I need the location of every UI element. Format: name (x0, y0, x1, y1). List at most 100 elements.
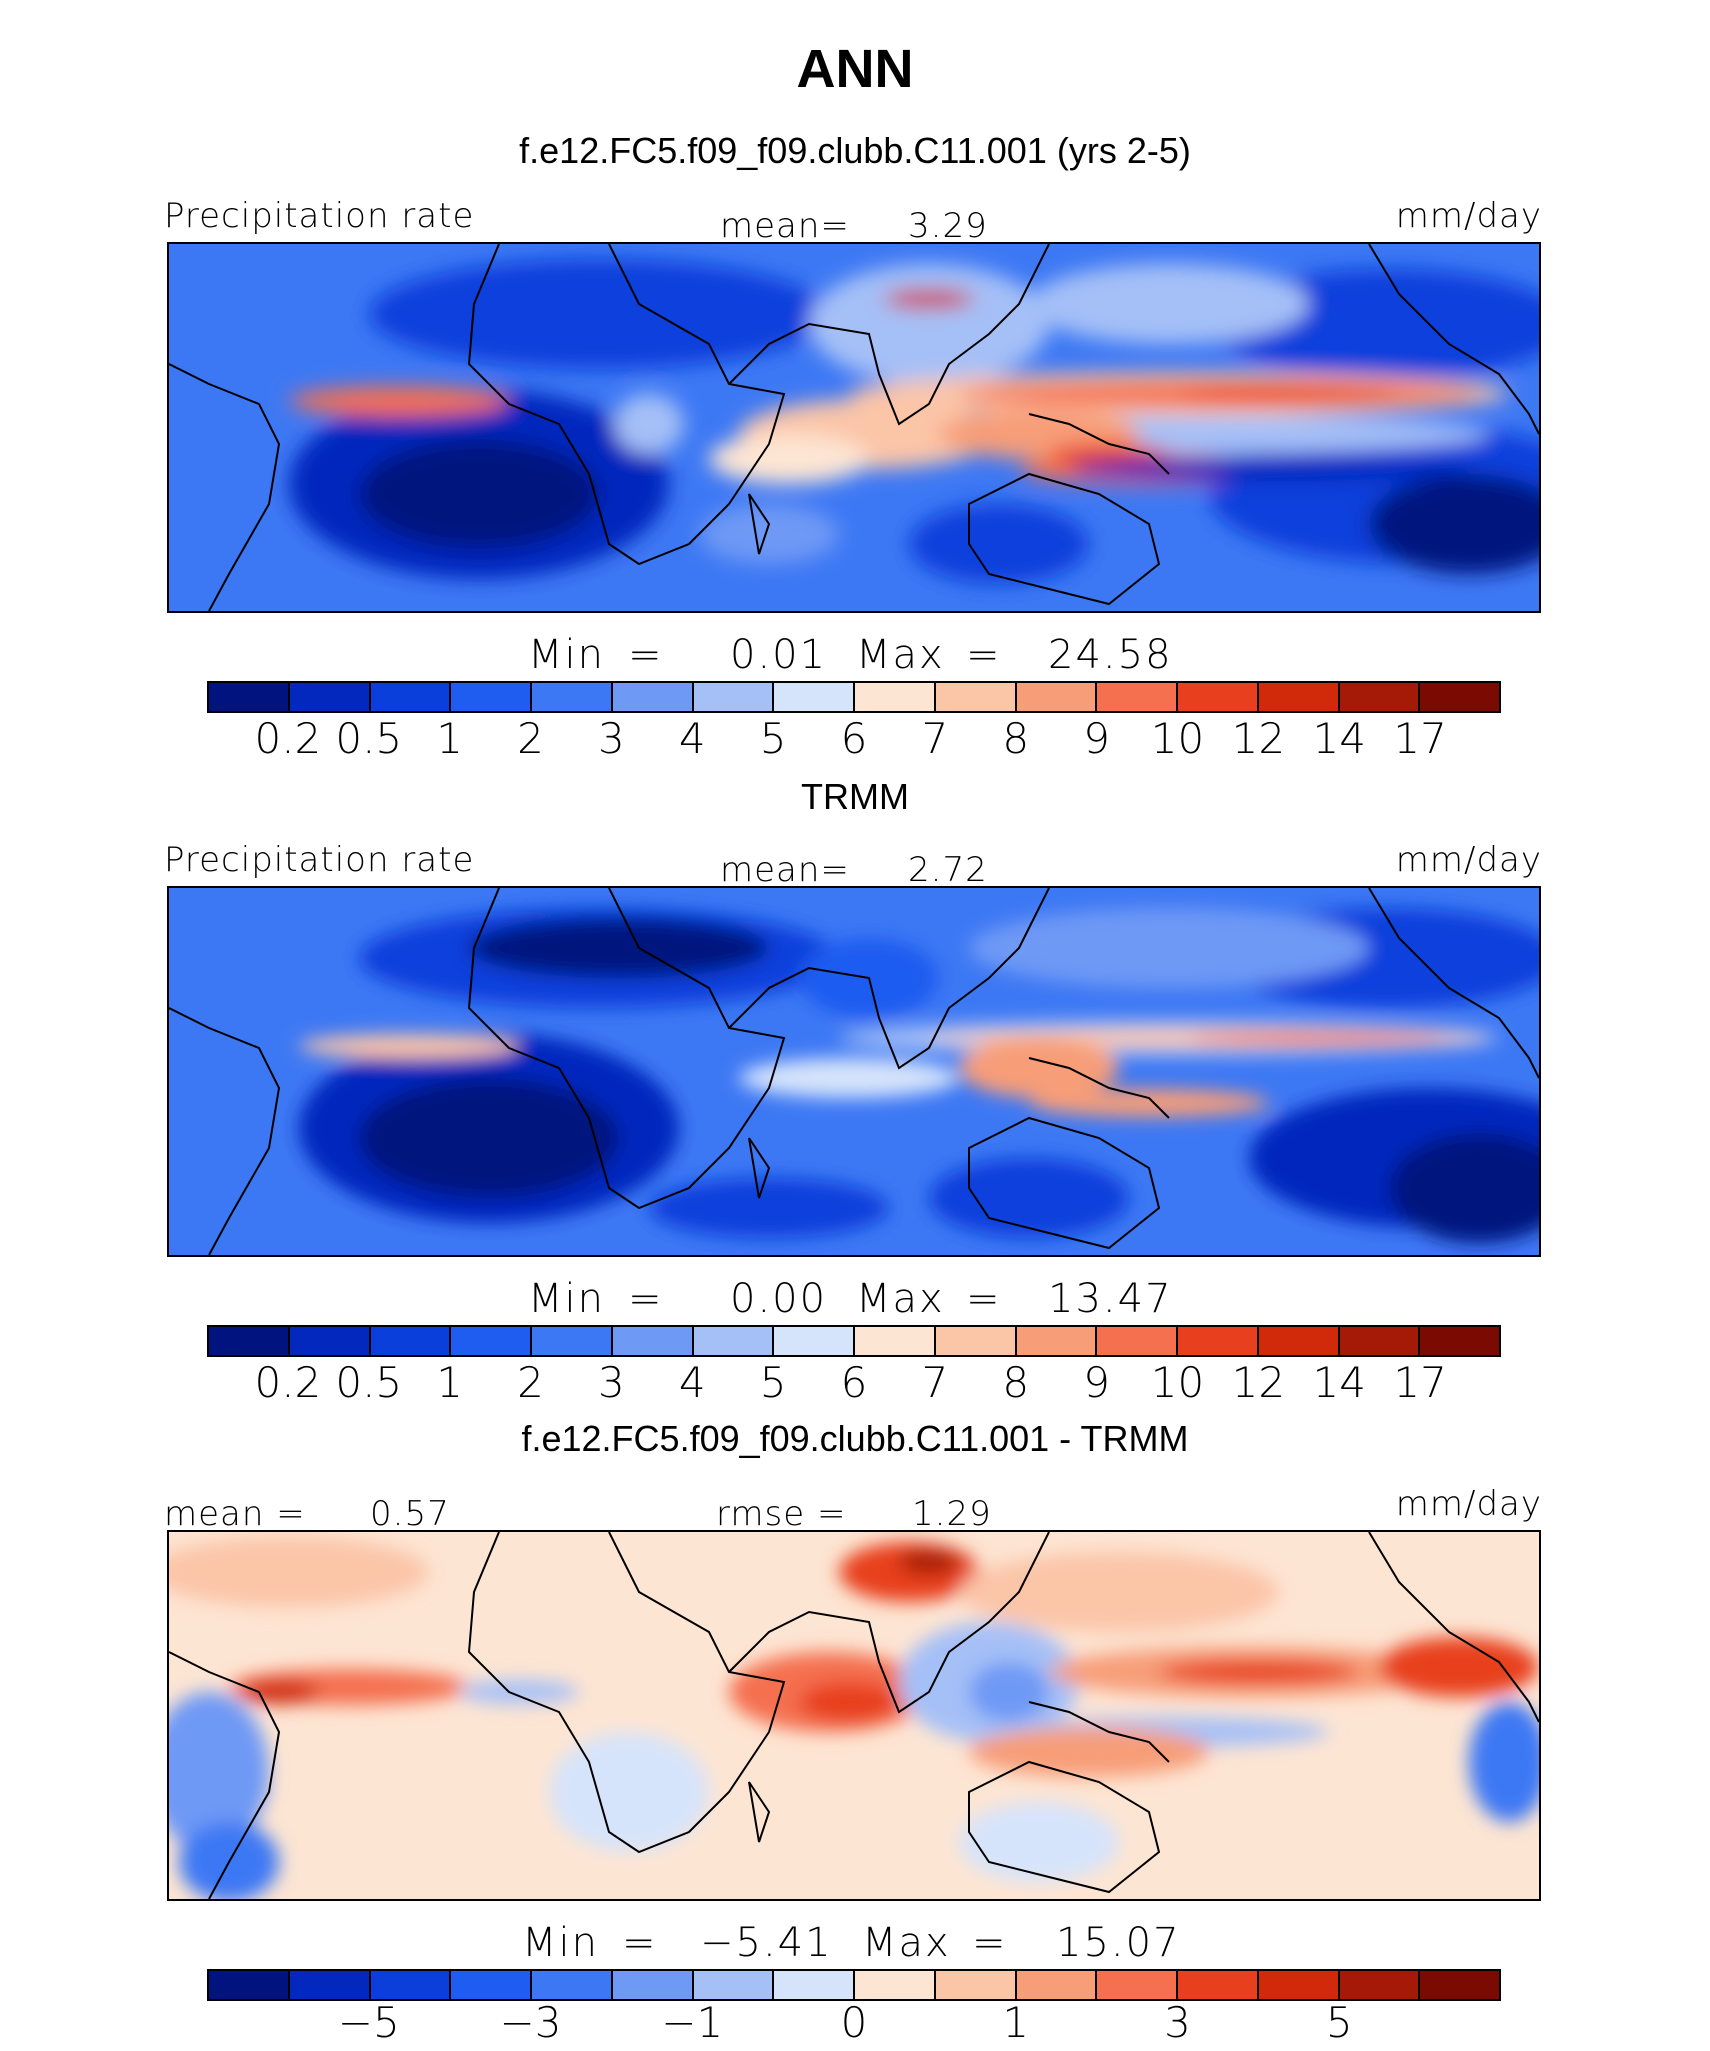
panel1-min-label: Min (528, 632, 605, 678)
panel2-colorbar-tick-label: 17 (1393, 1358, 1447, 1407)
panel2-colorbar (207, 1325, 1501, 1357)
panel2-colorbar-tick-label: 5 (759, 1358, 787, 1407)
panel2-colorbar-tick-label: 7 (921, 1358, 949, 1407)
panel1-colorbar-swatch (935, 683, 1017, 711)
panel3-colorbar-tick-label: −5 (337, 1998, 400, 2047)
panel2-colorbar-swatch (1420, 1327, 1499, 1355)
panel2-mean-label: mean= (720, 850, 850, 890)
panel1-colorbar-swatch (1016, 683, 1098, 711)
panel3-colorbar-tick-label: 5 (1325, 1998, 1353, 2047)
panel2-min-value: 0.00 (730, 1276, 828, 1322)
panel1-colorbar-swatch (451, 683, 532, 711)
panel3-colorbar-swatch (370, 1971, 452, 1999)
panel2-colorbar-tick-label: 0.5 (335, 1358, 403, 1407)
panel2-colorbar-tick-label: 12 (1231, 1358, 1286, 1407)
panel3-mean-label: mean = (164, 1494, 306, 1534)
panel2-colorbar-tick-label: 3 (598, 1358, 625, 1407)
panel3-max-eq: = (972, 1920, 1008, 1966)
panel2-max-label: Max (856, 1276, 945, 1322)
panel3-rmse-label: rmse = (716, 1494, 847, 1534)
panel3-colorbar (207, 1969, 1501, 2001)
panel2-colorbar-swatch (935, 1327, 1017, 1355)
panel3-colorbar-tick-label: 3 (1164, 1998, 1191, 2047)
panel2-colorbar-swatch (1097, 1327, 1178, 1355)
panel2-colorbar-tick-label: 2 (517, 1358, 544, 1407)
panel3-colorbar-swatch (289, 1971, 371, 1999)
panel1-max-value: 24.58 (1048, 632, 1173, 678)
panel2-mean-value: 2.72 (908, 850, 988, 890)
panel1-colorbar-tick-label: 4 (678, 714, 706, 763)
panel3-colorbar-tick-label: 0 (840, 1998, 868, 2047)
panel1-colorbar-swatch (774, 683, 855, 711)
panel1-subtitle: f.e12.FC5.f09_f09.clubb.C11.001 (yrs 2-5… (519, 130, 1191, 171)
panel2-colorbar-tick-label: 14 (1312, 1358, 1366, 1407)
panel1-colorbar-tick-label: 14 (1312, 714, 1366, 763)
panel1-colorbar-swatch (289, 683, 371, 711)
panel2-units: mm/day (1395, 840, 1542, 880)
panel2-colorbar-swatch (774, 1327, 855, 1355)
panel3-min-eq: = (622, 1920, 658, 1966)
panel3-units: mm/day (1395, 1484, 1542, 1524)
panel1-colorbar-tick-label: 9 (1083, 714, 1110, 763)
panel3-min-label: Min (522, 1920, 599, 1966)
panel3-min-value: −5.41 (700, 1920, 833, 1966)
panel3-colorbar-swatch (451, 1971, 532, 1999)
panel1-min-eq: = (628, 632, 664, 678)
panel3-colorbar-tick-label: −1 (661, 1998, 724, 2047)
panel2-subtitle: TRMM (801, 776, 909, 817)
panel2-colorbar-tick-label: 4 (678, 1358, 706, 1407)
panel3-max-value: 15.07 (1056, 1920, 1181, 1966)
panel3-colorbar-swatch (1339, 1971, 1421, 1999)
panel1-colorbar-swatch (209, 683, 290, 711)
panel2-colorbar-tick-label: 10 (1150, 1358, 1205, 1407)
panel2-colorbar-swatch (693, 1327, 775, 1355)
panel1-mean-value: 3.29 (908, 206, 988, 246)
panel2-colorbar-swatch (532, 1327, 613, 1355)
panel1-units: mm/day (1395, 196, 1542, 236)
panel1-colorbar-swatch (1258, 683, 1340, 711)
panel1-colorbar-tick-label: 0.2 (254, 714, 322, 763)
panel3-colorbar-swatch (612, 1971, 694, 1999)
panel1-max-eq: = (966, 632, 1002, 678)
panel1-colorbar-tick-label: 7 (921, 714, 949, 763)
panel3-colorbar-swatch (1016, 1971, 1098, 1999)
panel2-colorbar-swatch (209, 1327, 290, 1355)
panel2-colorbar-swatch (1178, 1327, 1259, 1355)
panel1-colorbar-swatch (1339, 683, 1421, 711)
panel2-colorbar-tick-label: 0.2 (254, 1358, 322, 1407)
panel3-colorbar-swatch (209, 1971, 290, 1999)
panel3-colorbar-swatch (1097, 1971, 1178, 1999)
panel3-colorbar-tick-label: −3 (499, 1998, 562, 2047)
panel1-colorbar-tick-label: 2 (517, 714, 544, 763)
panel1-colorbar-tick-label: 17 (1393, 714, 1447, 763)
panel2-variable-label: Precipitation rate (164, 840, 475, 880)
panel1-colorbar-swatch (1420, 683, 1499, 711)
panel2-colorbar-swatch (289, 1327, 371, 1355)
panel3-colorbar-swatch (1420, 1971, 1499, 1999)
panel3-colorbar-tick-label: 1 (1002, 1998, 1030, 2047)
panel3-mean-value: 0.57 (370, 1494, 450, 1534)
panel3-map (167, 1530, 1541, 1901)
panel3-colorbar-swatch (855, 1971, 936, 1999)
page-title: ANN (796, 39, 914, 99)
panel1-max-label: Max (856, 632, 945, 678)
panel1-colorbar-swatch (693, 683, 775, 711)
panel1-colorbar-tick-label: 1 (436, 714, 463, 763)
panel1-colorbar-tick-label: 3 (598, 714, 625, 763)
panel2-colorbar-tick-label: 6 (840, 1358, 868, 1407)
panel3-colorbar-ticks: −5 −3 −1 0 1 3 5 (0, 1998, 1710, 2051)
panel2-max-eq: = (966, 1276, 1002, 1322)
panel1-colorbar-swatch (532, 683, 613, 711)
panel2-colorbar-swatch (855, 1327, 936, 1355)
panel2-colorbar-swatch (370, 1327, 452, 1355)
panel1-colorbar (207, 681, 1501, 713)
panel3-colorbar-swatch (532, 1971, 613, 1999)
panel3-map-svg (169, 1532, 1539, 1899)
panel2-colorbar-swatch (1339, 1327, 1421, 1355)
panel2-colorbar-swatch (451, 1327, 532, 1355)
panel2-colorbar-tick-label: 1 (436, 1358, 463, 1407)
panel2-colorbar-swatch (612, 1327, 694, 1355)
panel2-map (167, 886, 1541, 1257)
panel3-colorbar-swatch (935, 1971, 1017, 1999)
panel1-min-value: 0.01 (730, 632, 828, 678)
